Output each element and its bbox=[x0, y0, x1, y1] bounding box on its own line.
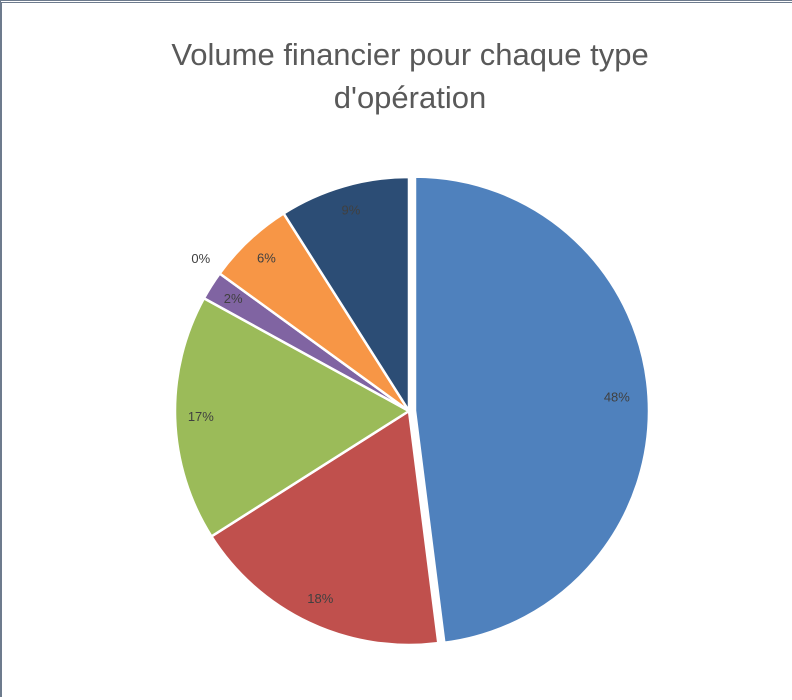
data-label: 9% bbox=[341, 202, 360, 217]
data-label: 2% bbox=[224, 291, 243, 306]
pie-slice bbox=[281, 175, 411, 416]
data-label: 6% bbox=[257, 251, 276, 266]
pie-slice bbox=[209, 408, 440, 647]
chart: 48% 18% 17% 2% 0% 6% 9% bbox=[173, 175, 651, 647]
data-label: 18% bbox=[307, 591, 333, 606]
data-label: 48% bbox=[604, 389, 630, 404]
chart-title: Volume financier pour chaque type d'opér… bbox=[171, 37, 649, 115]
pie-slice bbox=[173, 296, 412, 539]
data-label: 0% bbox=[191, 251, 210, 266]
data-label: 17% bbox=[188, 409, 214, 424]
pie-slice bbox=[413, 175, 651, 645]
